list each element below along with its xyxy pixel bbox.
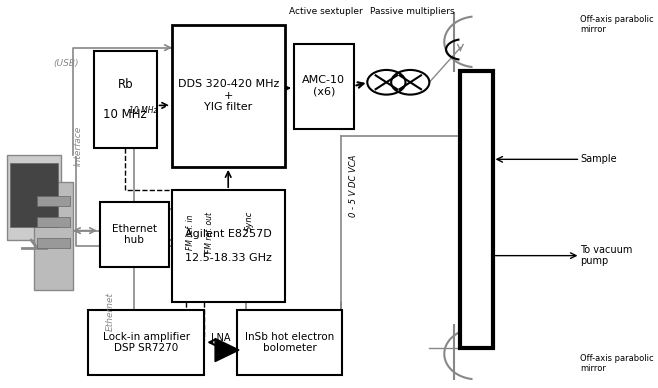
Text: Agilent E8257D

12.5-18.33 GHz: Agilent E8257D 12.5-18.33 GHz — [185, 229, 272, 263]
Text: FM ref. in: FM ref. in — [186, 215, 195, 250]
Text: FM ref. out: FM ref. out — [205, 212, 215, 253]
Text: Interface: Interface — [73, 126, 82, 166]
Text: Lock-in amplifier
DSP SR7270: Lock-in amplifier DSP SR7270 — [103, 331, 190, 353]
FancyBboxPatch shape — [38, 238, 70, 248]
Text: Sample: Sample — [580, 154, 617, 165]
FancyBboxPatch shape — [38, 196, 70, 206]
FancyBboxPatch shape — [460, 71, 493, 348]
FancyBboxPatch shape — [88, 310, 205, 375]
FancyBboxPatch shape — [94, 52, 157, 148]
FancyBboxPatch shape — [7, 156, 61, 240]
FancyBboxPatch shape — [38, 217, 70, 227]
Text: Sync: Sync — [245, 211, 254, 231]
Text: (USB): (USB) — [53, 59, 78, 68]
Text: 10 MHz: 10 MHz — [128, 106, 157, 114]
FancyBboxPatch shape — [34, 182, 73, 290]
FancyBboxPatch shape — [172, 24, 285, 167]
FancyBboxPatch shape — [11, 163, 58, 227]
Text: InSb hot electron
bolometer: InSb hot electron bolometer — [245, 331, 334, 353]
Text: Off-axis parabolic
mirror: Off-axis parabolic mirror — [580, 354, 654, 373]
Text: Passive multipliers: Passive multipliers — [370, 7, 455, 16]
Text: 0 - 5 V DC VCA: 0 - 5 V DC VCA — [349, 155, 358, 218]
Text: Ethernet
hub: Ethernet hub — [112, 223, 157, 245]
FancyBboxPatch shape — [172, 190, 285, 302]
FancyBboxPatch shape — [294, 44, 353, 128]
Polygon shape — [215, 338, 239, 362]
Text: Active sextupler: Active sextupler — [289, 7, 363, 16]
Text: Rb

10 MHz: Rb 10 MHz — [103, 78, 147, 121]
FancyBboxPatch shape — [100, 202, 168, 267]
Text: Ethernet: Ethernet — [106, 292, 115, 331]
FancyBboxPatch shape — [237, 310, 342, 375]
Text: LNA: LNA — [211, 333, 231, 343]
Text: DDS 320-420 MHz
+
YIG filter: DDS 320-420 MHz + YIG filter — [178, 79, 279, 113]
Text: AMC-10
(x6): AMC-10 (x6) — [302, 75, 345, 97]
Text: To vacuum
pump: To vacuum pump — [580, 245, 633, 267]
Text: Off-axis parabolic
mirror: Off-axis parabolic mirror — [580, 15, 654, 34]
